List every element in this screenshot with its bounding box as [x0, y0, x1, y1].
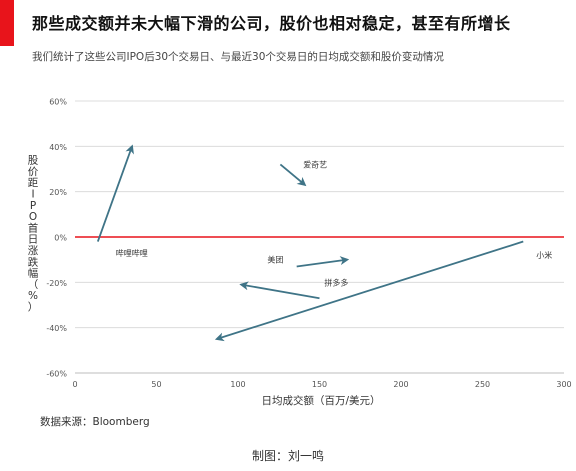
y-tick-label: -40%: [46, 324, 67, 333]
x-axis-label: 日均成交额（百万/美元）: [261, 394, 380, 407]
y-tick-label: 20%: [49, 188, 67, 197]
y-axis-label: 股价距 I P O 首日涨跌幅（%）: [28, 155, 39, 314]
series-arrow: [214, 240, 524, 342]
y-tick-label: -20%: [46, 279, 67, 288]
series-arrow: [296, 256, 350, 268]
x-tick-label: 150: [312, 380, 327, 389]
y-tick-label: 40%: [49, 143, 67, 152]
series-label: 爱奇艺: [303, 159, 327, 169]
gridlines: [75, 100, 564, 374]
x-tick-label: 0: [72, 380, 77, 389]
series-arrow: [279, 163, 307, 187]
series-label: 哔哩哔哩: [116, 249, 148, 258]
series-label: 美团: [267, 255, 283, 265]
x-tick-label: 250: [475, 380, 490, 389]
chart-credit: 制图：刘一鸣: [251, 449, 324, 463]
accent-bar: [0, 0, 14, 46]
source-note: 数据来源：Bloomberg: [40, 416, 150, 428]
y-tick-label: 0%: [54, 234, 67, 243]
series-arrow: [96, 144, 134, 242]
y-tick-label: -60%: [46, 370, 67, 379]
page-subtitle: 我们统计了这些公司IPO后30个交易日、与最近30个交易日的日均成交额和股价变动…: [32, 51, 444, 63]
x-tick-label: 50: [151, 380, 161, 389]
tick-labels: -60% -40% -20% 0% 20% 40% 60% 0 50 100 150 200 250 30…: [46, 98, 571, 390]
x-tick-label: 200: [393, 380, 408, 389]
series-arrow: [239, 281, 320, 300]
page-title: 那些成交额并未大幅下滑的公司，股价也相对稳定，甚至有所增长: [32, 14, 511, 33]
y-tick-label: 60%: [49, 98, 67, 107]
x-tick-label: 300: [556, 380, 571, 389]
x-tick-label: 100: [230, 380, 245, 389]
series-label: 小米: [536, 250, 552, 260]
series-label: 拼多多: [324, 277, 348, 287]
